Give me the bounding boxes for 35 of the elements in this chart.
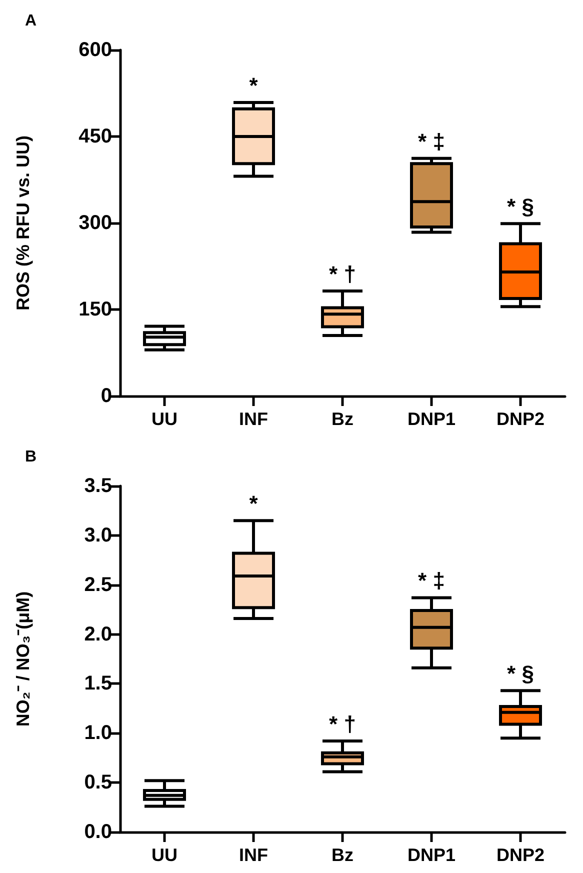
chart-title: B bbox=[25, 448, 37, 466]
y-tick-label: 0 bbox=[100, 385, 112, 407]
y-tick-label: 600 bbox=[78, 39, 112, 61]
y-axis-title: ROS (% RFU vs. UU) bbox=[13, 135, 33, 311]
annotation: * § bbox=[507, 661, 534, 686]
annotation: * ‡ bbox=[418, 128, 445, 154]
x-tick-label: UU bbox=[152, 409, 178, 429]
y-tick-label: 2.5 bbox=[84, 574, 112, 596]
annotation: * ‡ bbox=[418, 568, 445, 594]
x-tick-label: DNP1 bbox=[407, 409, 456, 429]
x-tick-label: DNP2 bbox=[496, 409, 545, 429]
x-tick-label: Bz bbox=[332, 845, 354, 865]
y-tick-label: 150 bbox=[78, 298, 112, 320]
y-axis-title: NO₂⁻ / NO₃⁻(μM) bbox=[13, 591, 33, 727]
y-tick-label: 0.0 bbox=[84, 821, 112, 843]
x-tick-label: DNP1 bbox=[407, 845, 456, 865]
y-tick-label: 3.0 bbox=[84, 524, 112, 546]
y-tick-label: 1.5 bbox=[84, 672, 112, 695]
y-tick-label: 450 bbox=[78, 126, 112, 148]
annotation: * § bbox=[507, 194, 534, 220]
annotation: * † bbox=[329, 262, 356, 287]
x-tick-label: UU bbox=[152, 845, 178, 865]
x-tick-label: DNP2 bbox=[496, 845, 545, 865]
y-tick-label: 300 bbox=[78, 212, 112, 234]
x-tick-label: INF bbox=[239, 845, 268, 865]
y-tick-label: 0.5 bbox=[84, 772, 112, 794]
y-tick-label: 1.0 bbox=[84, 722, 112, 744]
annotation: * bbox=[249, 72, 258, 98]
x-tick-label: Bz bbox=[332, 409, 354, 429]
annotation: * † bbox=[329, 712, 356, 737]
annotation: * bbox=[249, 491, 258, 516]
y-tick-label: 3.5 bbox=[84, 475, 112, 497]
chart-title: A bbox=[25, 12, 37, 30]
y-tick-label: 2.0 bbox=[84, 623, 112, 646]
x-tick-label: INF bbox=[239, 409, 268, 429]
